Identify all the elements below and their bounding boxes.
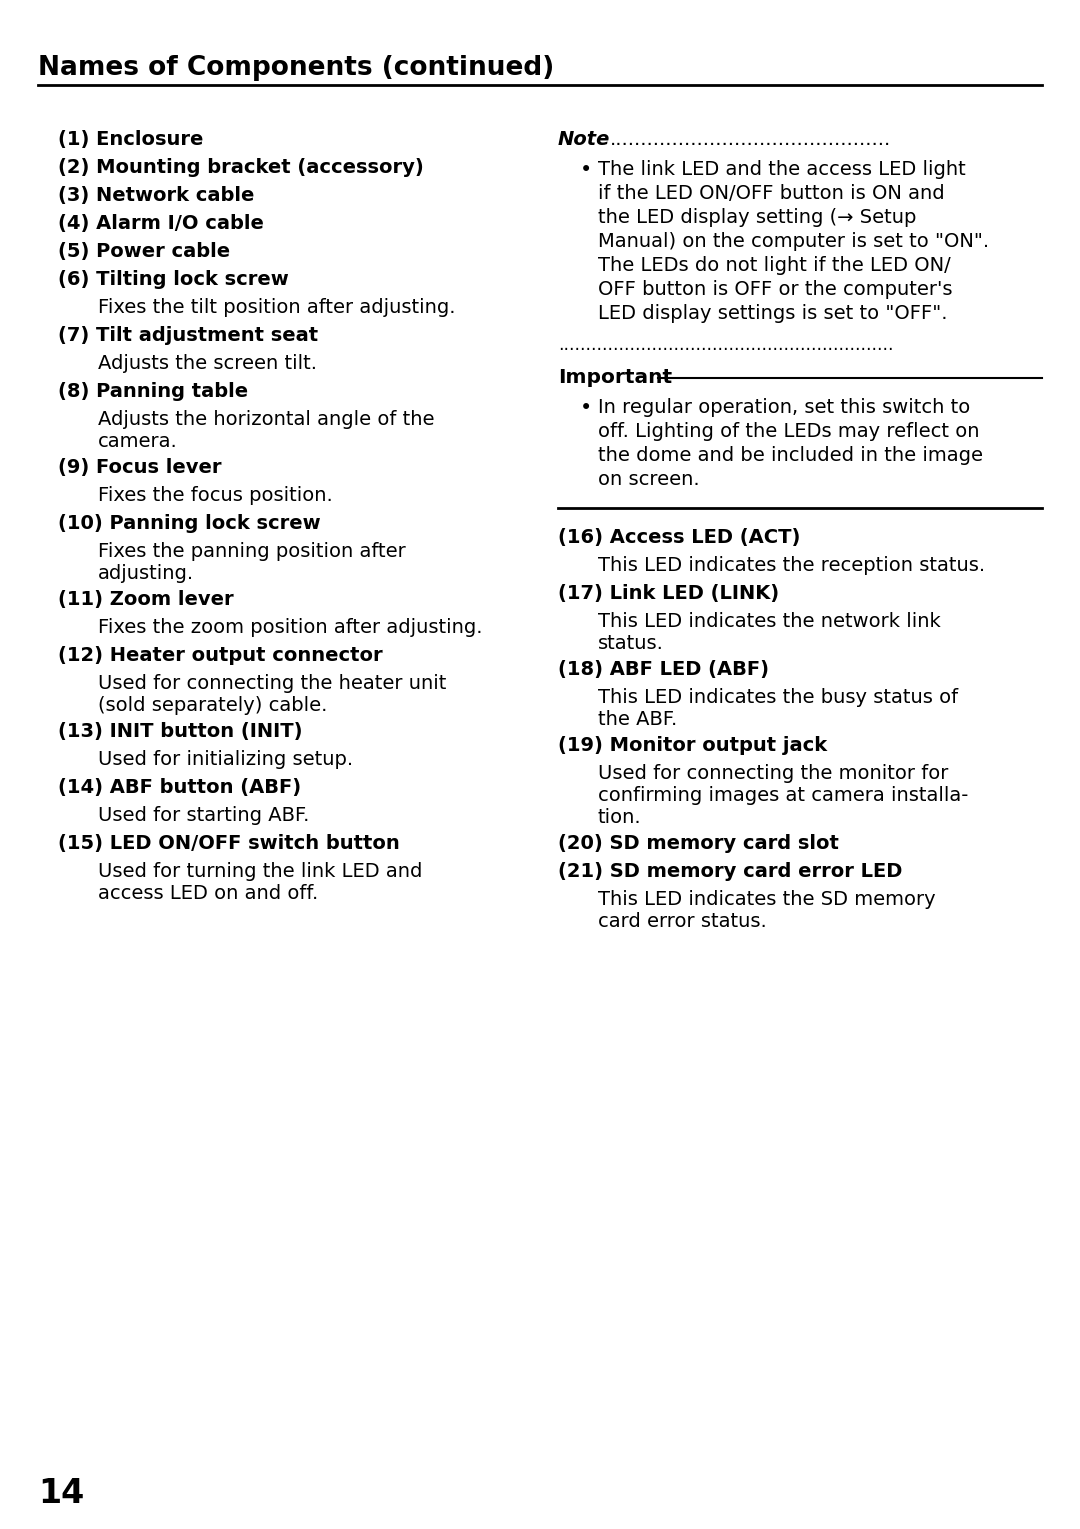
Text: camera.: camera. xyxy=(98,433,178,451)
Text: access LED on and off.: access LED on and off. xyxy=(98,884,319,904)
Text: 14: 14 xyxy=(38,1477,84,1511)
Text: (15) LED ON/OFF switch button: (15) LED ON/OFF switch button xyxy=(58,833,400,853)
Text: Used for connecting the monitor for: Used for connecting the monitor for xyxy=(598,764,948,783)
Text: (14) ABF button (ABF): (14) ABF button (ABF) xyxy=(58,778,301,797)
Text: (18) ABF LED (ABF): (18) ABF LED (ABF) xyxy=(558,661,769,679)
Text: Names of Components (continued): Names of Components (continued) xyxy=(38,55,554,81)
Text: Important: Important xyxy=(558,368,672,387)
Text: (11) Zoom lever: (11) Zoom lever xyxy=(58,590,233,609)
Text: This LED indicates the busy status of: This LED indicates the busy status of xyxy=(598,688,958,706)
Text: (3) Network cable: (3) Network cable xyxy=(58,187,255,205)
Text: (4) Alarm I/O cable: (4) Alarm I/O cable xyxy=(58,214,264,232)
Text: (5) Power cable: (5) Power cable xyxy=(58,242,230,261)
Text: status.: status. xyxy=(598,635,664,653)
Text: (sold separately) cable.: (sold separately) cable. xyxy=(98,696,327,716)
Text: Note: Note xyxy=(558,130,610,148)
Text: on screen.: on screen. xyxy=(598,469,700,489)
Text: This LED indicates the reception status.: This LED indicates the reception status. xyxy=(598,557,985,575)
Text: (20) SD memory card slot: (20) SD memory card slot xyxy=(558,833,839,853)
Text: Adjusts the screen tilt.: Adjusts the screen tilt. xyxy=(98,355,318,373)
Text: (16) Access LED (ACT): (16) Access LED (ACT) xyxy=(558,528,800,547)
Text: OFF button is OFF or the computer's: OFF button is OFF or the computer's xyxy=(598,280,953,300)
Text: The link LED and the access LED light: The link LED and the access LED light xyxy=(598,161,966,179)
Text: Used for initializing setup.: Used for initializing setup. xyxy=(98,751,353,769)
Text: •: • xyxy=(580,398,592,417)
Text: .............................................................: ........................................… xyxy=(558,336,893,355)
Text: (7) Tilt adjustment seat: (7) Tilt adjustment seat xyxy=(58,326,319,346)
Text: (13) INIT button (INIT): (13) INIT button (INIT) xyxy=(58,722,302,742)
Text: (6) Tilting lock screw: (6) Tilting lock screw xyxy=(58,271,288,289)
Text: (2) Mounting bracket (accessory): (2) Mounting bracket (accessory) xyxy=(58,157,423,177)
Text: (10) Panning lock screw: (10) Panning lock screw xyxy=(58,514,321,534)
Text: In regular operation, set this switch to: In regular operation, set this switch to xyxy=(598,398,970,417)
Text: (9) Focus lever: (9) Focus lever xyxy=(58,459,221,477)
Text: Fixes the focus position.: Fixes the focus position. xyxy=(98,486,333,505)
Text: adjusting.: adjusting. xyxy=(98,564,194,583)
Text: Used for starting ABF.: Used for starting ABF. xyxy=(98,806,309,826)
Text: Adjusts the horizontal angle of the: Adjusts the horizontal angle of the xyxy=(98,410,434,430)
Text: (1) Enclosure: (1) Enclosure xyxy=(58,130,203,148)
Text: Used for connecting the heater unit: Used for connecting the heater unit xyxy=(98,674,446,693)
Text: (21) SD memory card error LED: (21) SD memory card error LED xyxy=(558,862,903,881)
Text: .............................................: ........................................… xyxy=(610,130,891,148)
Text: card error status.: card error status. xyxy=(598,911,767,931)
Text: (19) Monitor output jack: (19) Monitor output jack xyxy=(558,735,827,755)
Text: (8) Panning table: (8) Panning table xyxy=(58,382,248,401)
Text: confirming images at camera installa-: confirming images at camera installa- xyxy=(598,786,969,804)
Text: the dome and be included in the image: the dome and be included in the image xyxy=(598,446,983,465)
Text: LED display settings is set to "OFF".: LED display settings is set to "OFF". xyxy=(598,304,947,323)
Text: •: • xyxy=(580,161,592,180)
Text: This LED indicates the network link: This LED indicates the network link xyxy=(598,612,941,631)
Text: Fixes the zoom position after adjusting.: Fixes the zoom position after adjusting. xyxy=(98,618,483,638)
Text: This LED indicates the SD memory: This LED indicates the SD memory xyxy=(598,890,935,910)
Text: off. Lighting of the LEDs may reflect on: off. Lighting of the LEDs may reflect on xyxy=(598,422,980,440)
Text: The LEDs do not light if the LED ON/: The LEDs do not light if the LED ON/ xyxy=(598,255,950,275)
Text: the ABF.: the ABF. xyxy=(598,709,677,729)
Text: (17) Link LED (LINK): (17) Link LED (LINK) xyxy=(558,584,779,602)
Text: Used for turning the link LED and: Used for turning the link LED and xyxy=(98,862,422,881)
Text: the LED display setting (→ Setup: the LED display setting (→ Setup xyxy=(598,208,916,226)
Text: if the LED ON/OFF button is ON and: if the LED ON/OFF button is ON and xyxy=(598,183,945,203)
Text: Manual) on the computer is set to "ON".: Manual) on the computer is set to "ON". xyxy=(598,232,989,251)
Text: Fixes the panning position after: Fixes the panning position after xyxy=(98,541,406,561)
Text: (12) Heater output connector: (12) Heater output connector xyxy=(58,645,382,665)
Text: tion.: tion. xyxy=(598,807,642,827)
Text: Fixes the tilt position after adjusting.: Fixes the tilt position after adjusting. xyxy=(98,298,456,317)
